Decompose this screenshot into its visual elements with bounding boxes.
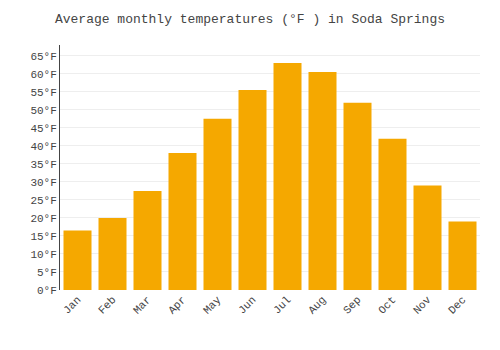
svg-text:May: May [201, 294, 224, 317]
svg-text:25°F: 25°F [30, 195, 56, 207]
svg-text:Apr: Apr [166, 294, 188, 316]
svg-text:50°F: 50°F [30, 105, 56, 117]
svg-text:35°F: 35°F [30, 159, 56, 171]
svg-text:Jul: Jul [271, 294, 293, 316]
svg-text:65°F: 65°F [30, 51, 56, 63]
svg-text:30°F: 30°F [30, 177, 56, 189]
svg-text:40°F: 40°F [30, 141, 56, 153]
svg-text:5°F: 5°F [37, 267, 57, 279]
svg-text:Nov: Nov [411, 294, 434, 317]
svg-text:45°F: 45°F [30, 123, 56, 135]
svg-text:10°F: 10°F [30, 249, 56, 261]
svg-text:Sep: Sep [341, 294, 363, 316]
svg-text:Jun: Jun [236, 294, 258, 316]
svg-text:Oct: Oct [376, 294, 398, 316]
svg-text:20°F: 20°F [30, 213, 56, 225]
svg-text:Average monthly temperatures (: Average monthly temperatures (°F ) in So… [55, 12, 445, 27]
svg-text:Aug: Aug [306, 294, 328, 316]
svg-text:60°F: 60°F [30, 69, 56, 81]
svg-text:Dec: Dec [446, 294, 468, 316]
svg-text:55°F: 55°F [30, 87, 56, 99]
svg-text:Mar: Mar [131, 294, 153, 316]
svg-text:0°F: 0°F [37, 285, 57, 297]
svg-text:15°F: 15°F [30, 231, 56, 243]
svg-text:Feb: Feb [96, 294, 118, 316]
svg-text:Jan: Jan [61, 294, 83, 316]
